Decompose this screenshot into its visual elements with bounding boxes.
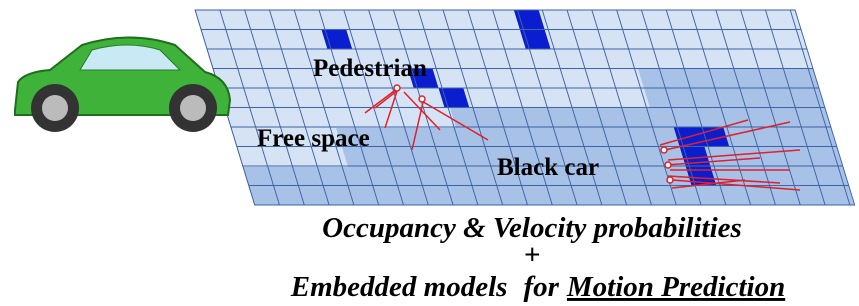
- caption-plus: +: [524, 239, 541, 271]
- car-icon: [15, 38, 230, 133]
- caption-text: Motion Prediction: [566, 271, 785, 303]
- caption-text: for: [523, 271, 559, 303]
- label-pedestrian: Pedestrian: [313, 55, 427, 82]
- label-black-car: Black car: [497, 154, 599, 181]
- label-free-space: Free space: [257, 125, 370, 152]
- diagram: Pedestrian Free space Black car Occupanc…: [0, 0, 859, 306]
- caption-text: Embedded models: [290, 271, 508, 303]
